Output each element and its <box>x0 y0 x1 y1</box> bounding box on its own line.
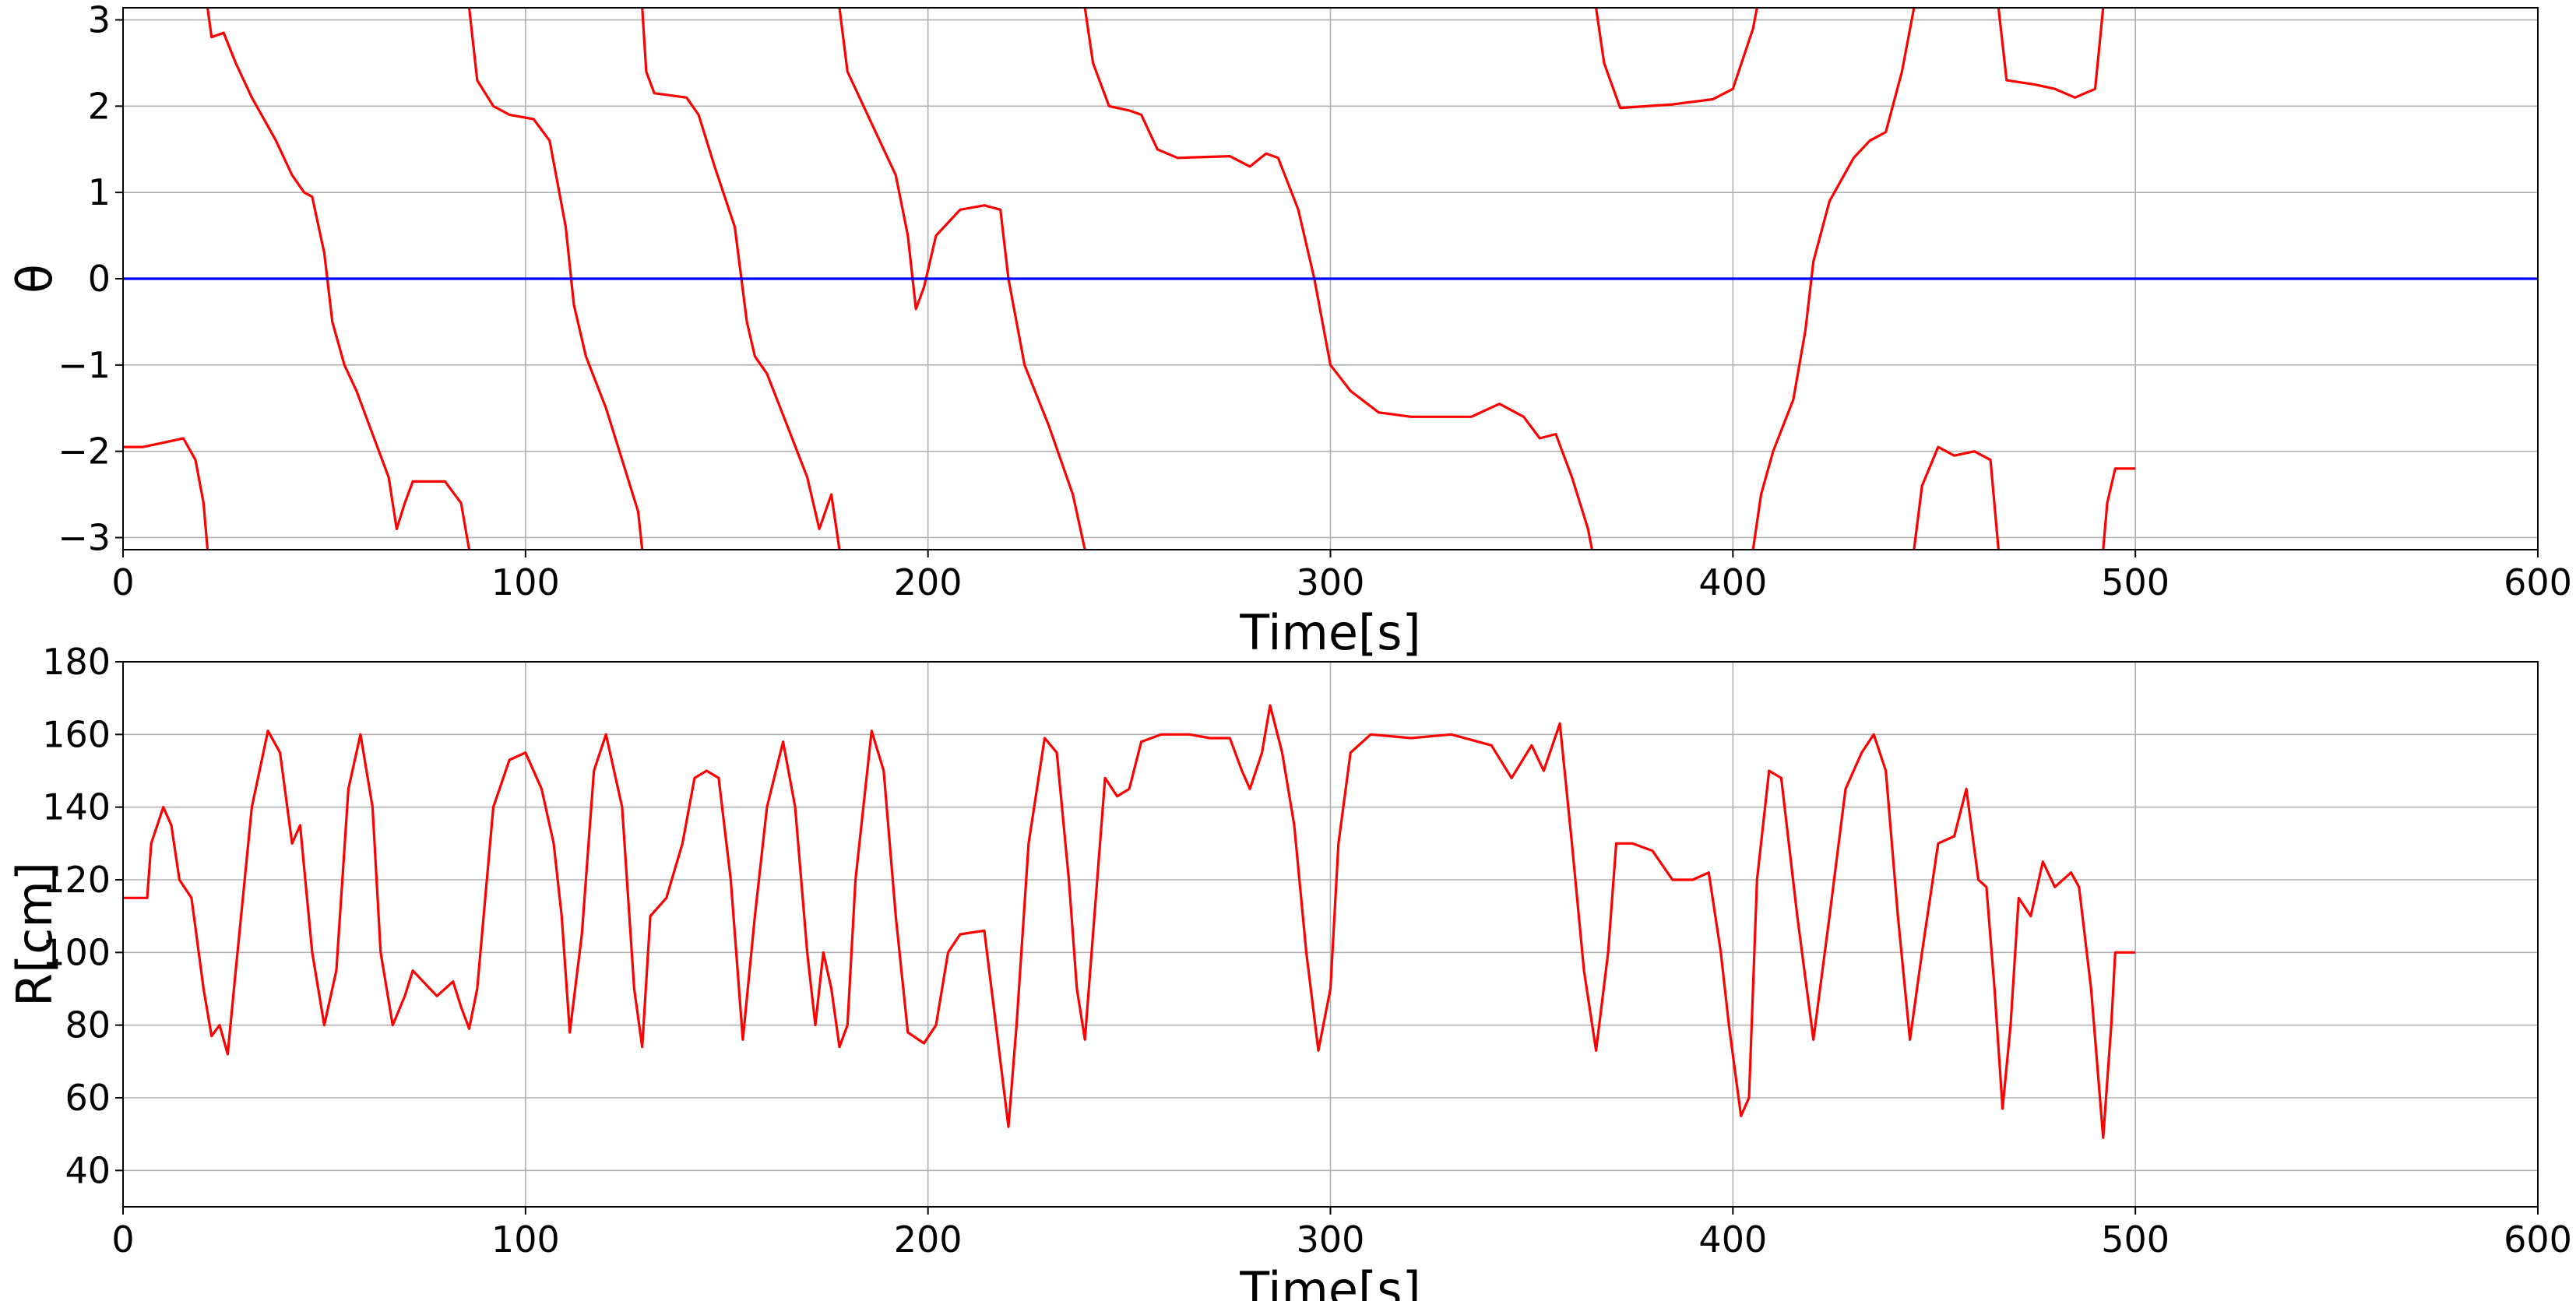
y-tick-label: 1 <box>88 171 111 213</box>
data-line <box>123 7 2136 550</box>
x-tick-label: 500 <box>2101 561 2170 603</box>
y-tick-label: 80 <box>65 1004 111 1046</box>
y-tick-label: 60 <box>65 1077 111 1119</box>
y-tick-label: −3 <box>58 516 111 558</box>
data-line <box>123 704 2136 1139</box>
plot-frame <box>122 7 2539 550</box>
x-tick-label: 300 <box>1297 561 1365 603</box>
y-tick-label: 40 <box>65 1149 111 1191</box>
y-tick-label: −2 <box>58 431 111 473</box>
x-axis-label: Time[s] <box>1239 1261 1420 1301</box>
x-tick-label: 600 <box>2504 561 2572 603</box>
y-tick-label: 160 <box>42 713 111 755</box>
plot-frame <box>122 661 2539 1208</box>
y-tick-label: 100 <box>42 931 111 973</box>
x-tick-label: 0 <box>111 561 134 603</box>
x-tick-label: 0 <box>111 1218 134 1261</box>
x-tick-label: 200 <box>894 561 962 603</box>
x-tick-label: 600 <box>2504 1218 2572 1261</box>
y-tick-label: 120 <box>42 859 111 901</box>
y-tick-label: 0 <box>88 258 111 300</box>
x-tick-label: 300 <box>1297 1218 1365 1261</box>
y-tick-label: 140 <box>42 786 111 828</box>
y-tick-label: 180 <box>42 641 111 683</box>
y-tick-label: −1 <box>58 344 111 386</box>
y-tick-label: 3 <box>88 0 111 41</box>
y-tick-label: 2 <box>88 85 111 127</box>
x-tick-label: 100 <box>491 1218 560 1261</box>
x-tick-label: 400 <box>1698 561 1767 603</box>
x-tick-label: 500 <box>2101 1218 2170 1261</box>
y-axis-label: R[cm] <box>6 862 63 1007</box>
x-tick-label: 100 <box>491 561 560 603</box>
y-axis-label: θ <box>6 264 63 294</box>
x-axis-label: Time[s] <box>1239 604 1420 661</box>
x-tick-label: 400 <box>1698 1218 1767 1261</box>
x-tick-label: 200 <box>894 1218 962 1261</box>
